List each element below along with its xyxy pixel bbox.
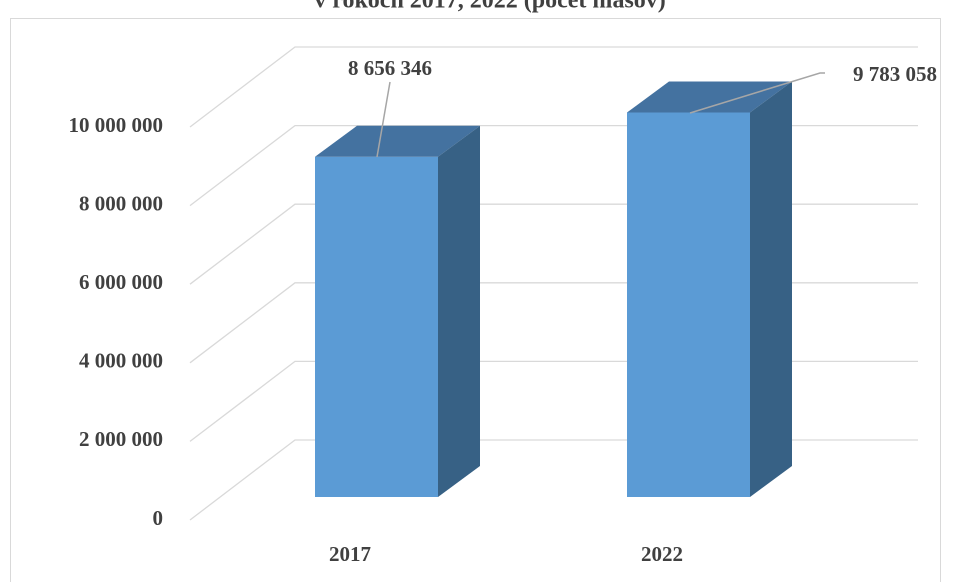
bar-face — [438, 125, 480, 497]
data-label: 8 656 346 — [348, 56, 432, 80]
chart-frame — [10, 18, 941, 582]
y-tick-label: 2 000 000 — [79, 427, 163, 451]
bar-face — [315, 125, 480, 157]
grid-line — [189, 203, 918, 285]
grid-line — [189, 46, 918, 128]
y-tick-label: 0 — [153, 506, 164, 530]
bar-face — [315, 156, 438, 497]
bar-face — [750, 81, 792, 497]
y-tick-label: 8 000 000 — [79, 191, 163, 215]
data-label: 9 783 058 — [853, 62, 937, 86]
bar — [315, 125, 480, 497]
grid-line — [189, 282, 918, 364]
grid-line — [189, 439, 918, 521]
y-tick-label: 4 000 000 — [79, 349, 163, 373]
x-tick-label: 2017 — [329, 542, 371, 566]
bar-face — [627, 112, 750, 497]
leader-line — [689, 72, 825, 114]
bar-face — [627, 81, 792, 113]
grid-line — [189, 124, 918, 207]
chart-title: v rokoch 2017, 2022 (počet hlasov) — [314, 0, 666, 14]
grid-line — [189, 360, 918, 442]
leader-line — [376, 81, 391, 158]
y-tick-label: 6 000 000 — [79, 270, 163, 294]
bar — [627, 81, 792, 497]
x-tick-label: 2022 — [641, 542, 683, 566]
y-tick-label: 10 000 000 — [69, 113, 164, 137]
